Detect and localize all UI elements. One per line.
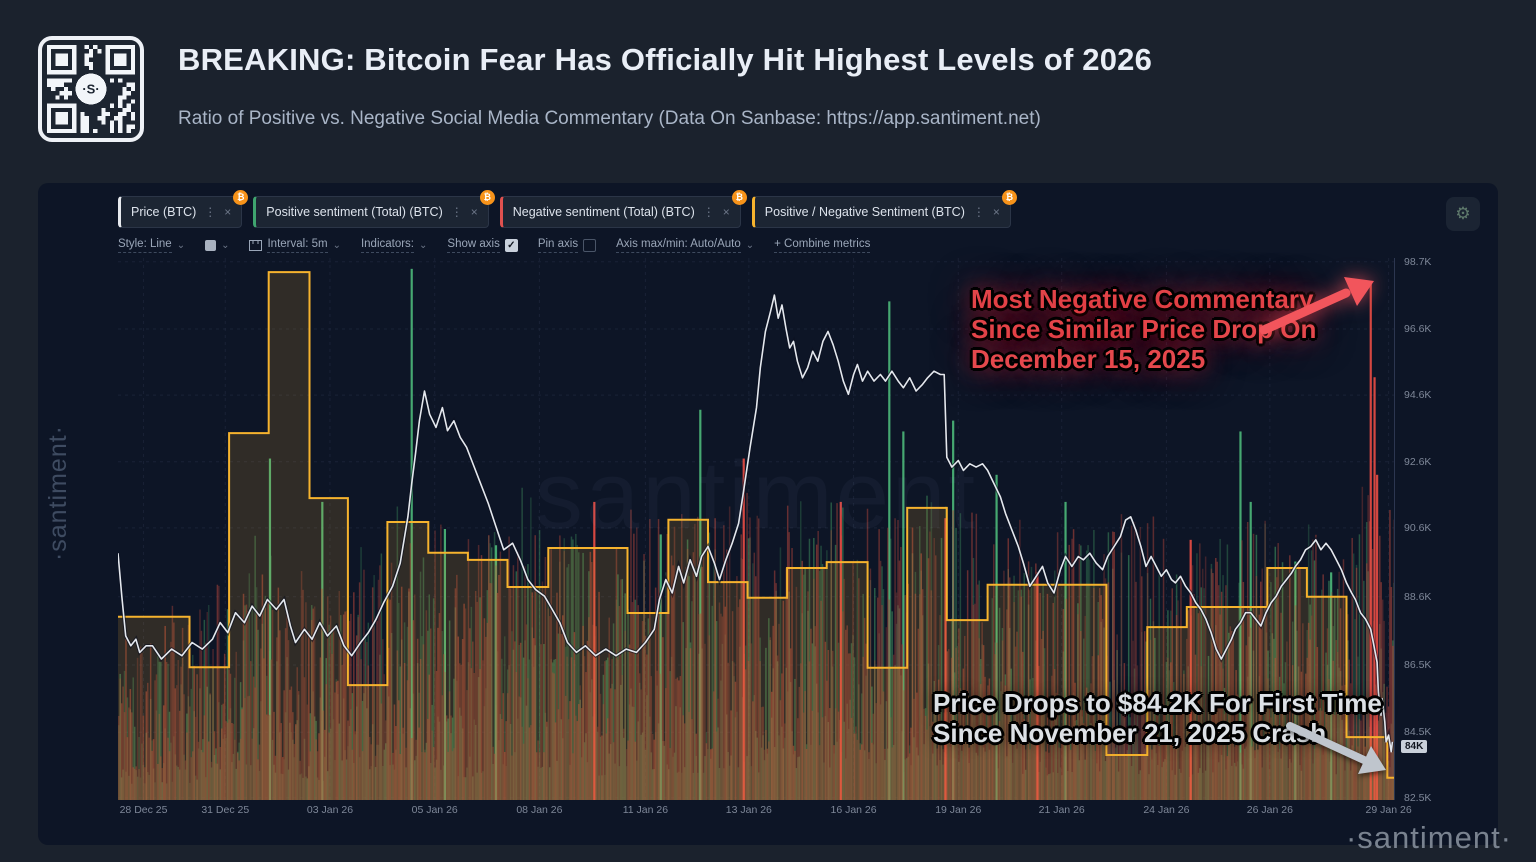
tab-label: Positive sentiment (Total) (BTC) (266, 205, 443, 219)
y-axis-label: 92.6K (1404, 455, 1432, 468)
left-watermark: ·santiment· (44, 425, 72, 562)
x-axis-label: 26 Jan 26 (1246, 804, 1293, 816)
gray-arrow-icon (1286, 722, 1386, 774)
ratio-step-line (118, 271, 1395, 779)
tab-close-icon[interactable]: × (470, 205, 478, 219)
chart-canvas (118, 258, 1395, 800)
show-axis-toggle[interactable]: Show axis ✓ (447, 238, 518, 253)
tab-menu-icon[interactable]: ⋮ (204, 205, 217, 219)
tab-close-icon[interactable]: × (992, 205, 1000, 219)
tab-negative-sentiment[interactable]: Negative sentiment (Total) (BTC) ⋮ × ₿ (499, 190, 747, 228)
tab-label: Price (BTC) (131, 205, 197, 219)
x-axis-label: 21 Jan 26 (1038, 804, 1085, 816)
ratio-area-fill (118, 272, 1395, 800)
page-subtitle: Ratio of Positive vs. Negative Social Me… (178, 108, 1041, 129)
bitcoin-badge-icon: ₿ (233, 190, 249, 205)
bitcoin-badge-icon: ₿ (479, 190, 495, 205)
tab-menu-icon[interactable]: ⋮ (972, 205, 985, 219)
qr-code-image: ·S· (47, 45, 135, 133)
bottom-right-watermark: ·santiment· (1345, 820, 1512, 855)
x-axis-label: 03 Jan 26 (306, 804, 354, 816)
combine-metrics-button[interactable]: + Combine metrics (774, 238, 871, 253)
checkbox-checked-icon[interactable]: ✓ (504, 239, 518, 252)
x-axis-label: 16 Jan 26 (830, 804, 877, 816)
annotation-negative-commentary: Most Negative Commentary Since Similar P… (971, 284, 1317, 375)
y-axis[interactable]: 84K 98.7K 96.6K 94.6K 92.6K 90.6K 88.6K 86.5K 8… (1400, 255, 1495, 804)
tab-pos-neg-ratio[interactable]: Positive / Negative Sentiment (BTC) ⋮ × … (751, 190, 1017, 228)
tab-menu-icon[interactable]: ⋮ (702, 205, 715, 219)
gear-icon: ⚙ (1455, 204, 1471, 224)
plot-area[interactable]: santiment Most Negative Commentary Since… (118, 258, 1395, 800)
style-color-swatch (205, 240, 217, 251)
x-axis-label: 28 Dec 25 (119, 804, 168, 816)
y-axis-label: 88.6K (1404, 590, 1432, 603)
qr-code: ·S· (38, 36, 144, 142)
chevron-down-icon: ⌄ (176, 240, 186, 251)
page-title: BREAKING: Bitcoin Fear Has Officially Hi… (178, 42, 1153, 77)
y-axis-label: 94.6K (1404, 389, 1432, 402)
y-axis-label: 90.6K (1404, 521, 1432, 534)
y-axis-label: 96.6K (1404, 323, 1432, 335)
svg-text:·S·: ·S· (82, 82, 99, 97)
tab-close-icon[interactable]: × (224, 205, 232, 219)
chart-toolbar: Style: Line ⌄ ⌄ Interval: 5m ⌄ Indicator… (118, 238, 871, 253)
tab-menu-icon[interactable]: ⋮ (450, 205, 463, 219)
y-axis-label: 86.5K (1404, 659, 1432, 672)
indicators-select[interactable]: Indicators: ⌄ (360, 238, 428, 253)
x-axis-label: 29 Jan 26 (1365, 804, 1412, 816)
tab-label: Positive / Negative Sentiment (BTC) (764, 205, 965, 219)
red-arrow-icon (1259, 277, 1374, 335)
price-line (118, 294, 1394, 753)
bitcoin-badge-icon: ₿ (731, 190, 747, 205)
current-price-badge: 84K (1401, 739, 1428, 753)
metric-tabs: Price (BTC) ⋮ × ₿ Positive sentiment (To… (118, 190, 1017, 228)
x-axis-label: 11 Jan 26 (622, 804, 669, 816)
pin-axis-toggle[interactable]: Pin axis (537, 238, 597, 253)
tab-positive-sentiment[interactable]: Positive sentiment (Total) (BTC) ⋮ × ₿ (253, 190, 495, 228)
color-select[interactable]: ⌄ (205, 240, 229, 251)
style-select[interactable]: Style: Line ⌄ (118, 238, 186, 253)
chart-panel: Price (BTC) ⋮ × ₿ Positive sentiment (To… (38, 183, 1498, 845)
annotation-price-drop: Price Drops to $84.2K For First Time Sin… (933, 688, 1382, 749)
chevron-down-icon: ⌄ (332, 240, 341, 251)
x-axis-label: 24 Jan 26 (1143, 804, 1190, 816)
chart-settings-button[interactable]: ⚙ (1446, 197, 1480, 231)
tab-label: Negative sentiment (Total) (BTC) (512, 205, 695, 219)
y-axis-label: 82.5K (1404, 791, 1432, 804)
x-axis-label: 08 Jan 26 (516, 804, 563, 816)
x-axis[interactable]: 28 Dec 25 31 Dec 25 03 Jan 26 05 Jan 26 08 J… (118, 804, 1412, 820)
chevron-down-icon: ⌄ (419, 240, 428, 251)
checkbox-unchecked-icon[interactable] (583, 239, 597, 252)
y-axis-label: 84.5K (1404, 726, 1432, 739)
axis-maxmin-select[interactable]: Axis max/min: Auto/Auto ⌄ (616, 238, 755, 253)
x-axis-label: 31 Dec 25 (201, 804, 250, 816)
interval-icon (249, 240, 263, 251)
x-axis-label: 13 Jan 26 (725, 804, 772, 816)
x-axis-label: 05 Jan 26 (411, 804, 458, 816)
bitcoin-badge-icon: ₿ (1001, 190, 1017, 205)
chevron-down-icon: ⌄ (745, 240, 755, 251)
x-axis-label: 19 Jan 26 (935, 804, 982, 816)
tab-price-btc[interactable]: Price (BTC) ⋮ × ₿ (118, 190, 249, 228)
y-axis-label: 98.7K (1404, 255, 1432, 268)
chevron-down-icon: ⌄ (221, 240, 230, 251)
interval-select[interactable]: Interval: 5m ⌄ (249, 238, 341, 253)
tab-close-icon[interactable]: × (722, 205, 730, 219)
